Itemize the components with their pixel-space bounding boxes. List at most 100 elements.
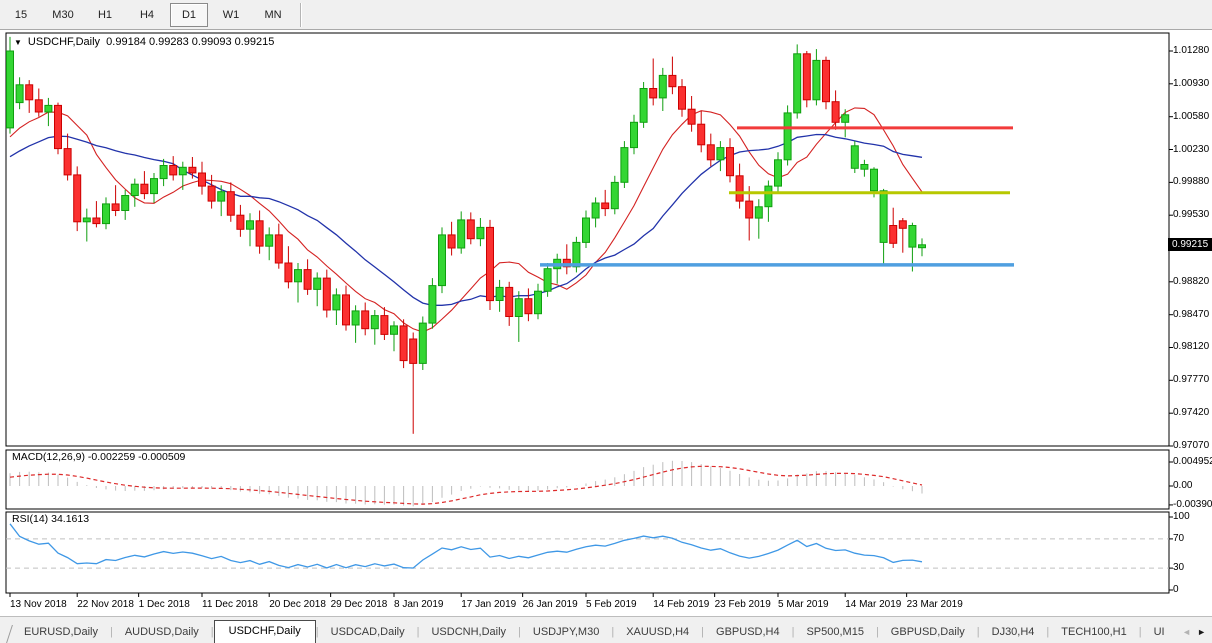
candle-body xyxy=(390,325,398,335)
price-axis-label: 0.98120 xyxy=(1173,341,1210,353)
tab-eurusd-daily[interactable]: EURUSD,Daily xyxy=(24,626,98,638)
date-axis-label: 5 Feb 2019 xyxy=(586,599,637,610)
tab-sp500-m15[interactable]: SP500,M15 xyxy=(806,626,864,638)
candle-body xyxy=(169,165,178,176)
chart-dropdown-icon[interactable]: ▼ xyxy=(14,38,22,47)
current-price-badge: 0.99215 xyxy=(1168,238,1212,252)
timeframe-button-m30[interactable]: M30 xyxy=(52,8,74,21)
candle-body xyxy=(44,104,53,113)
candle-body xyxy=(198,172,206,187)
price-axis-label: 0.99880 xyxy=(1173,176,1210,188)
candle-body xyxy=(831,101,840,123)
tab-scroll-right-icon[interactable]: ► xyxy=(1197,627,1206,637)
tab-usdchf-daily[interactable]: USDCHF,Daily xyxy=(213,620,316,643)
candle-body xyxy=(25,84,34,101)
candle-body xyxy=(92,217,101,225)
candle-body xyxy=(361,310,370,330)
rsi-axis-label: 30 xyxy=(1173,562,1185,574)
date-axis-label: 23 Mar 2019 xyxy=(906,599,963,610)
tab-usdjpy-m30[interactable]: USDJPY,M30 xyxy=(532,626,600,638)
tab-separator: | xyxy=(1046,626,1050,638)
candle-body xyxy=(178,166,187,176)
fast-ma-line xyxy=(9,107,923,333)
price-axis-label: 0.97070 xyxy=(1173,440,1210,451)
price-axis-label: 1.00230 xyxy=(1173,143,1210,155)
timeframe-buttons: 15 M30 H1 H4 D1 W1 MN xyxy=(0,2,294,27)
candle-body xyxy=(140,183,149,195)
timeframe-button-w1[interactable]: W1 xyxy=(222,8,240,21)
tab-dj30-h4[interactable]: DJ30,H4 xyxy=(991,626,1035,638)
candle-body xyxy=(82,217,91,223)
price-axis-label: 0.99530 xyxy=(1173,209,1210,221)
candle-body xyxy=(735,175,744,202)
tab-ui[interactable]: UI xyxy=(1153,626,1165,638)
tab-separator: | xyxy=(518,626,521,638)
timeframe-button-h4[interactable]: H4 xyxy=(139,8,155,21)
candle-body xyxy=(764,185,773,208)
candle-body xyxy=(380,315,389,335)
date-axis-label: 8 Jan 2019 xyxy=(394,599,444,610)
candle-body xyxy=(284,262,293,283)
candle-body xyxy=(716,147,725,161)
tab-tech100-h1[interactable]: TECH100,H1 xyxy=(1061,626,1127,638)
date-axis-label: 11 Dec 2018 xyxy=(202,599,258,610)
candle-body xyxy=(726,147,734,177)
candle-body xyxy=(898,220,907,229)
candle-body xyxy=(399,325,408,362)
date-axis-label: 14 Mar 2019 xyxy=(845,599,902,610)
candle-body xyxy=(774,159,782,187)
macd-signal-line xyxy=(9,465,923,505)
timeframe-button-d1[interactable]: D1 xyxy=(170,2,208,27)
macd-pane[interactable] xyxy=(5,449,1170,510)
candle-body xyxy=(188,166,197,174)
tab-audusd-daily[interactable]: AUDUSD,Daily xyxy=(124,626,199,638)
date-axis-label: 17 Jan 2019 xyxy=(461,599,517,610)
candle-body xyxy=(918,244,926,249)
candle-body xyxy=(34,99,43,113)
timeframe-button-h1[interactable]: H1 xyxy=(97,8,113,21)
candle-body xyxy=(706,144,715,161)
rsi-pane[interactable] xyxy=(5,511,1170,594)
tab-separator: | xyxy=(315,626,319,638)
candle-body xyxy=(255,220,264,247)
candle-body xyxy=(514,298,523,318)
tab-separator: | xyxy=(701,626,705,638)
tab-separator: | xyxy=(611,626,615,638)
tab-xauusd-h4[interactable]: XAUUSD,H4 xyxy=(626,626,690,638)
date-axis-label: 14 Feb 2019 xyxy=(653,599,710,610)
tab-usdcnh-daily[interactable]: USDCNH,Daily xyxy=(431,626,507,638)
date-axis-label: 13 Nov 2018 xyxy=(10,599,67,610)
rsi-axis-label: 70 xyxy=(1173,532,1185,544)
candle-body xyxy=(294,269,302,283)
candle-body xyxy=(802,53,811,101)
tab-separator: | xyxy=(1138,626,1142,638)
candle-body xyxy=(54,104,62,150)
chart-title: ▼ USDCHF,Daily 0.99184 0.99283 0.99093 0.… xyxy=(14,36,274,48)
tab-gbpusd-daily[interactable]: GBPUSD,Daily xyxy=(890,626,965,638)
date-axis-label: 23 Feb 2019 xyxy=(714,599,771,610)
timeframe-button-mn[interactable]: MN xyxy=(264,8,282,21)
candle-body xyxy=(217,191,226,202)
candle-body xyxy=(246,220,254,230)
timeframe-button-15[interactable]: 15 xyxy=(14,8,28,21)
tab-gbpusd-h4[interactable]: GBPUSD,H4 xyxy=(716,626,780,638)
clipped-tab-edge[interactable] xyxy=(0,625,13,643)
candle-body xyxy=(130,183,139,196)
tab-usdcad-daily[interactable]: USDCAD,Daily xyxy=(330,626,405,638)
candle-body xyxy=(678,86,686,110)
candle-body xyxy=(495,286,504,301)
candle-body xyxy=(15,84,24,104)
date-axis-label: 5 Mar 2019 xyxy=(778,599,829,610)
candle-body xyxy=(754,206,763,219)
tab-separator: | xyxy=(416,626,420,638)
date-axis-label: 1 Dec 2018 xyxy=(138,599,190,610)
candle-body xyxy=(582,217,590,243)
rsi-axis-label: 100 xyxy=(1173,511,1190,522)
candle-body xyxy=(438,234,446,287)
price-axis-label: 1.00930 xyxy=(1173,77,1210,89)
candle-body xyxy=(226,191,235,216)
candle-body xyxy=(207,185,216,202)
candle-body xyxy=(850,145,859,169)
tab-scroll-left-icon[interactable]: ◄ xyxy=(1182,627,1192,637)
